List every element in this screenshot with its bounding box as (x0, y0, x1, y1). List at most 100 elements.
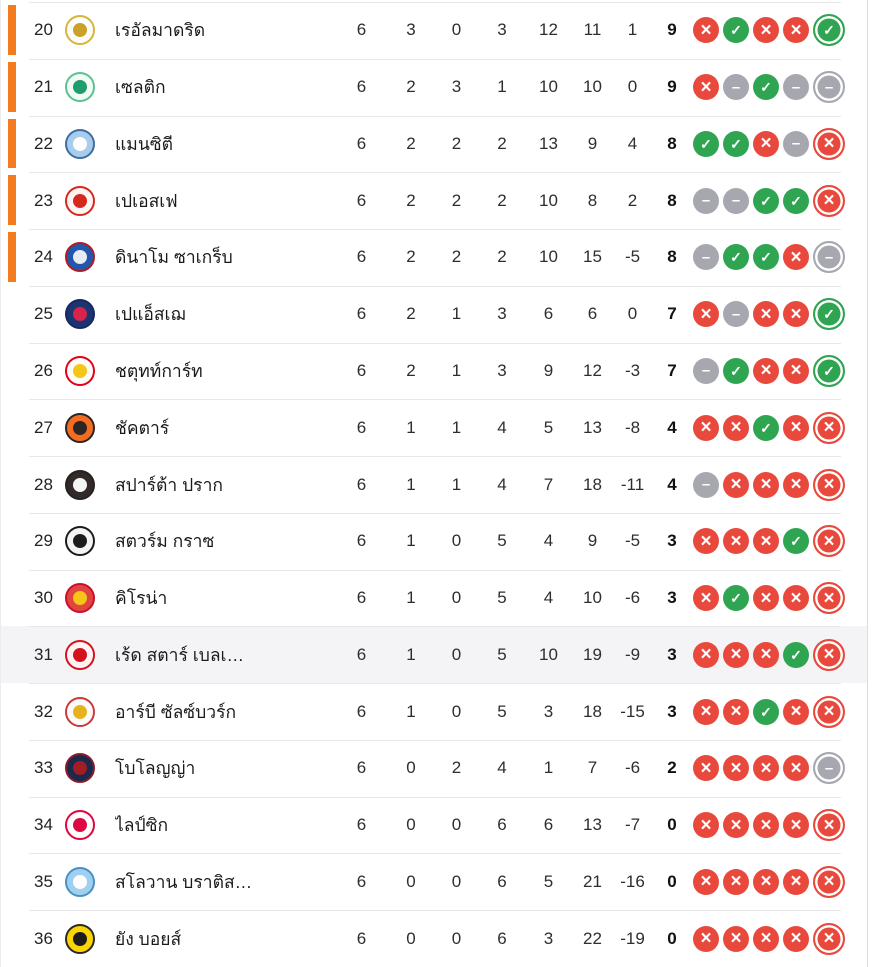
form-loss-icon[interactable]: × (723, 755, 749, 782)
table-row[interactable]: 33 โบโลญญ่า 6 0 2 4 1 7 -6 2 × × × × – (1, 739, 867, 797)
form-draw-icon[interactable]: – (783, 74, 809, 101)
form-loss-icon[interactable]: × (753, 130, 779, 157)
form-loss-icon[interactable]: × (693, 74, 719, 101)
form-loss-icon[interactable]: × (723, 698, 749, 725)
form-loss-icon[interactable]: × (783, 357, 809, 384)
table-row[interactable]: 30 คิโรน่า 6 1 0 5 4 10 -6 3 × ✓ × × × (1, 569, 867, 627)
table-row[interactable]: 22 แมนซิตี 6 2 2 2 13 9 4 8 ✓ ✓ × – × (1, 115, 867, 173)
team-name[interactable]: เปแอ็สเฌ (115, 304, 186, 325)
form-loss-icon[interactable]: × (693, 528, 719, 555)
team-name[interactable]: สตวร์ม กราซ (115, 531, 215, 552)
form-loss-icon[interactable]: × (723, 528, 749, 555)
form-win-icon[interactable]: ✓ (813, 14, 845, 47)
form-loss-icon[interactable]: × (783, 301, 809, 328)
form-loss-icon[interactable]: × (813, 922, 845, 955)
table-row[interactable]: 21 เซลติก 6 2 3 1 10 10 0 9 × – ✓ – – (1, 58, 867, 116)
form-draw-icon[interactable]: – (813, 241, 845, 274)
form-loss-icon[interactable]: × (753, 868, 779, 895)
form-loss-icon[interactable]: × (693, 812, 719, 839)
form-loss-icon[interactable]: × (783, 925, 809, 952)
form-loss-icon[interactable]: × (753, 755, 779, 782)
table-row[interactable]: 25 เปแอ็สเฌ 6 2 1 3 6 6 0 7 × – × × ✓ (1, 285, 867, 343)
team-name[interactable]: ดินาโม ซาเกร็บ (115, 247, 233, 268)
form-loss-icon[interactable]: × (783, 244, 809, 271)
form-win-icon[interactable]: ✓ (813, 354, 845, 387)
form-loss-icon[interactable]: × (693, 301, 719, 328)
form-win-icon[interactable]: ✓ (783, 528, 809, 555)
form-loss-icon[interactable]: × (783, 414, 809, 441)
form-loss-icon[interactable]: × (693, 755, 719, 782)
form-draw-icon[interactable]: – (813, 752, 845, 785)
form-loss-icon[interactable]: × (693, 868, 719, 895)
form-win-icon[interactable]: ✓ (783, 187, 809, 214)
form-win-icon[interactable]: ✓ (723, 130, 749, 157)
form-loss-icon[interactable]: × (813, 865, 845, 898)
form-loss-icon[interactable]: × (813, 525, 845, 558)
table-row[interactable]: 28 สปาร์ต้า ปราก 6 1 1 4 7 18 -11 4 – × × ×… (1, 456, 867, 513)
team-name[interactable]: สปาร์ต้า ปราก (115, 474, 223, 495)
table-row[interactable]: 20 เรอัลมาดริด 6 3 0 3 12 11 1 9 × ✓ × × ✓ (1, 2, 867, 59)
team-name[interactable]: ชตุทท์การ์ท (115, 360, 203, 381)
form-loss-icon[interactable]: × (723, 925, 749, 952)
form-draw-icon[interactable]: – (693, 187, 719, 214)
form-win-icon[interactable]: ✓ (813, 298, 845, 331)
team-name[interactable]: เรอัลมาดริด (115, 20, 206, 41)
form-loss-icon[interactable]: × (783, 698, 809, 725)
form-win-icon[interactable]: ✓ (723, 17, 749, 44)
form-loss-icon[interactable]: × (693, 17, 719, 44)
form-win-icon[interactable]: ✓ (693, 130, 719, 157)
team-name[interactable]: ชัคตาร์ (115, 417, 170, 438)
form-draw-icon[interactable]: – (693, 471, 719, 498)
table-row[interactable]: 34 ไลป์ซิก 6 0 0 6 6 13 -7 0 × × × × × (1, 796, 867, 854)
form-loss-icon[interactable]: × (783, 471, 809, 498)
form-loss-icon[interactable]: × (753, 641, 779, 668)
team-name[interactable]: โบโลญญ่า (115, 758, 196, 779)
team-name[interactable]: เซลติก (115, 77, 166, 98)
form-loss-icon[interactable]: × (693, 585, 719, 612)
form-loss-icon[interactable]: × (783, 585, 809, 612)
form-loss-icon[interactable]: × (723, 471, 749, 498)
form-loss-icon[interactable]: × (783, 755, 809, 782)
form-loss-icon[interactable]: × (723, 812, 749, 839)
form-loss-icon[interactable]: × (813, 127, 845, 160)
form-win-icon[interactable]: ✓ (723, 585, 749, 612)
form-loss-icon[interactable]: × (753, 471, 779, 498)
form-win-icon[interactable]: ✓ (753, 74, 779, 101)
form-loss-icon[interactable]: × (753, 357, 779, 384)
form-loss-icon[interactable]: × (753, 301, 779, 328)
form-loss-icon[interactable]: × (813, 411, 845, 444)
form-loss-icon[interactable]: × (753, 812, 779, 839)
table-row[interactable]: 36 ยัง บอยส์ 6 0 0 6 3 22 -19 0 × × × × × (1, 910, 867, 967)
form-draw-icon[interactable]: – (693, 357, 719, 384)
team-name[interactable]: คิโรน่า (115, 588, 168, 609)
form-loss-icon[interactable]: × (723, 868, 749, 895)
table-row[interactable]: 32 อาร์บี ซัลซ์บวร์ก 6 1 0 5 3 18 -15 3 … (1, 683, 867, 740)
form-draw-icon[interactable]: – (723, 301, 749, 328)
table-row[interactable]: 27 ชัคตาร์ 6 1 1 4 5 13 -8 4 × × ✓ × × (1, 399, 867, 457)
form-loss-icon[interactable]: × (813, 582, 845, 615)
team-name[interactable]: เร้ด สตาร์ เบลเ… (115, 644, 245, 665)
table-row[interactable]: 35 สโลวาน บราติส… 6 0 0 6 5 21 -16 0 × × ×… (1, 853, 867, 911)
form-win-icon[interactable]: ✓ (753, 187, 779, 214)
form-loss-icon[interactable]: × (813, 809, 845, 842)
team-name[interactable]: ไลป์ซิก (115, 815, 169, 836)
table-row[interactable]: 31 เร้ด สตาร์ เบลเ… 6 1 0 5 10 19 -9 3 ×… (1, 626, 867, 684)
form-loss-icon[interactable]: × (753, 925, 779, 952)
form-win-icon[interactable]: ✓ (723, 357, 749, 384)
form-draw-icon[interactable]: – (723, 74, 749, 101)
form-loss-icon[interactable]: × (693, 641, 719, 668)
team-name[interactable]: เปเอสเฟ (115, 190, 178, 211)
form-loss-icon[interactable]: × (783, 17, 809, 44)
form-draw-icon[interactable]: – (783, 130, 809, 157)
table-row[interactable]: 23 เปเอสเฟ 6 2 2 2 10 8 2 8 – – ✓ ✓ × (1, 172, 867, 230)
form-loss-icon[interactable]: × (723, 641, 749, 668)
form-win-icon[interactable]: ✓ (783, 641, 809, 668)
form-loss-icon[interactable]: × (783, 868, 809, 895)
form-loss-icon[interactable]: × (753, 528, 779, 555)
table-row[interactable]: 24 ดินาโม ซาเกร็บ 6 2 2 2 10 15 -5 8 – ✓ ✓… (1, 229, 867, 286)
team-name[interactable]: อาร์บี ซัลซ์บวร์ก (115, 701, 237, 722)
form-loss-icon[interactable]: × (813, 638, 845, 671)
team-name[interactable]: ยัง บอยส์ (115, 928, 182, 949)
table-row[interactable]: 29 สตวร์ม กราซ 6 1 0 5 4 9 -5 3 × × × ✓ × (1, 512, 867, 570)
team-name[interactable]: แมนซิตี (115, 133, 174, 154)
